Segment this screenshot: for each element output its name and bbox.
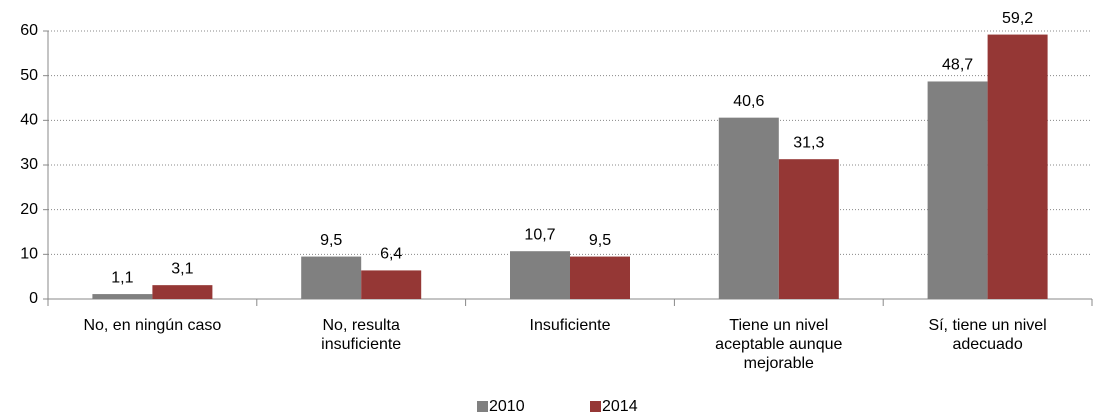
bar	[987, 34, 1048, 299]
data-label: 9,5	[320, 232, 342, 249]
bar	[92, 294, 153, 299]
bar	[152, 285, 213, 299]
data-label: 31,3	[793, 134, 824, 151]
data-label: 3,1	[171, 260, 193, 277]
bar	[510, 251, 570, 299]
bar	[778, 159, 839, 299]
bar	[927, 81, 988, 300]
bar	[301, 256, 362, 299]
data-label: 10,7	[524, 226, 555, 243]
y-tick-label: 10	[20, 246, 38, 263]
legend-swatch	[590, 401, 601, 412]
bar	[361, 270, 422, 299]
x-tick-label: No, resulta insuficiente	[321, 317, 402, 353]
y-tick-label: 50	[20, 67, 38, 84]
y-tick-label: 40	[20, 112, 38, 129]
data-label: 6,4	[380, 246, 402, 263]
data-label: 40,6	[733, 93, 764, 110]
y-tick-label: 0	[29, 290, 38, 307]
legend-label: 2014	[602, 398, 638, 415]
y-tick-label: 20	[20, 201, 38, 218]
data-label: 48,7	[942, 57, 973, 74]
bar	[718, 117, 779, 299]
legend-swatch	[477, 401, 488, 412]
bar	[570, 256, 630, 299]
x-tick-label: Sí, tiene un nivel adecuado	[928, 317, 1047, 353]
data-label: 59,2	[1002, 10, 1033, 27]
x-tick-label: Tiene un nivel aceptable aunque mejorabl…	[715, 317, 843, 372]
data-label: 9,5	[589, 232, 611, 249]
y-tick-label: 30	[20, 156, 38, 173]
x-tick-label: Insuficiente	[529, 317, 611, 334]
x-tick-label: No, en ningún caso	[83, 317, 222, 334]
data-label: 1,1	[111, 269, 133, 286]
legend-label: 2010	[489, 398, 525, 415]
y-tick-label: 60	[20, 22, 38, 39]
